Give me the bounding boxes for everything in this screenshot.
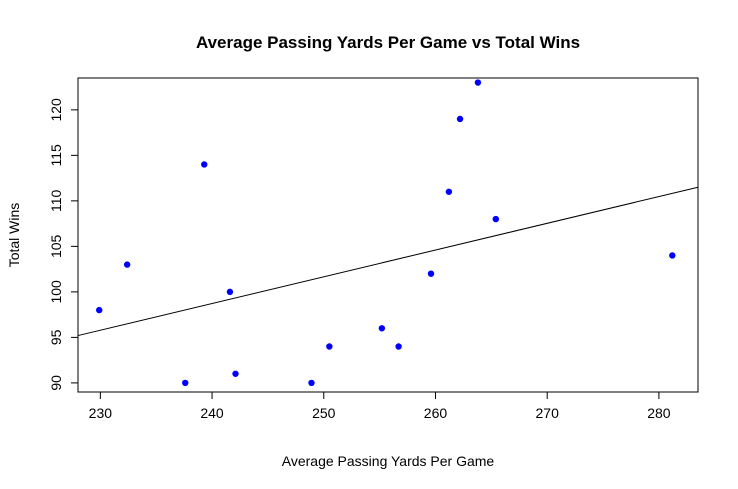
data-point	[123, 261, 131, 268]
regression-line	[77, 186, 699, 337]
data-point	[445, 188, 453, 195]
data-point	[395, 343, 402, 350]
data-point	[226, 288, 234, 296]
x-tick-label: 260	[424, 405, 448, 421]
y-tick-label: 90	[48, 375, 64, 391]
data-point	[474, 79, 482, 86]
y-tick-label: 100	[48, 280, 64, 304]
data-point	[427, 270, 435, 277]
data-point	[201, 161, 208, 168]
y-tick-label: 115	[48, 144, 64, 167]
y-axis: 90 95 100 105 110 115 120	[48, 98, 78, 391]
data-point	[669, 252, 676, 259]
data-point	[492, 215, 500, 223]
data-point	[456, 115, 464, 123]
x-tick-label: 280	[647, 405, 671, 421]
data-point	[378, 325, 386, 332]
plot-frame	[77, 77, 699, 393]
data-point	[308, 379, 315, 387]
data-point	[232, 370, 239, 377]
y-tick-label: 105	[48, 234, 64, 258]
data-point	[326, 343, 333, 350]
chart-title: Average Passing Yards Per Game vs Total …	[196, 33, 580, 52]
data-points	[96, 79, 676, 387]
y-tick-label: 120	[48, 98, 64, 122]
x-tick-label: 250	[312, 405, 336, 421]
data-point	[96, 306, 103, 314]
x-tick-label: 270	[536, 405, 560, 421]
y-tick-label: 110	[48, 190, 64, 213]
x-tick-label: 230	[89, 405, 113, 421]
x-tick-label: 240	[200, 405, 224, 421]
x-axis: 230 240 250 260 270 280	[89, 392, 671, 421]
data-point	[182, 379, 189, 387]
y-tick-label: 95	[48, 329, 64, 345]
x-axis-label: Average Passing Yards Per Game	[282, 453, 495, 469]
y-axis-label: Total Wins	[6, 203, 22, 268]
